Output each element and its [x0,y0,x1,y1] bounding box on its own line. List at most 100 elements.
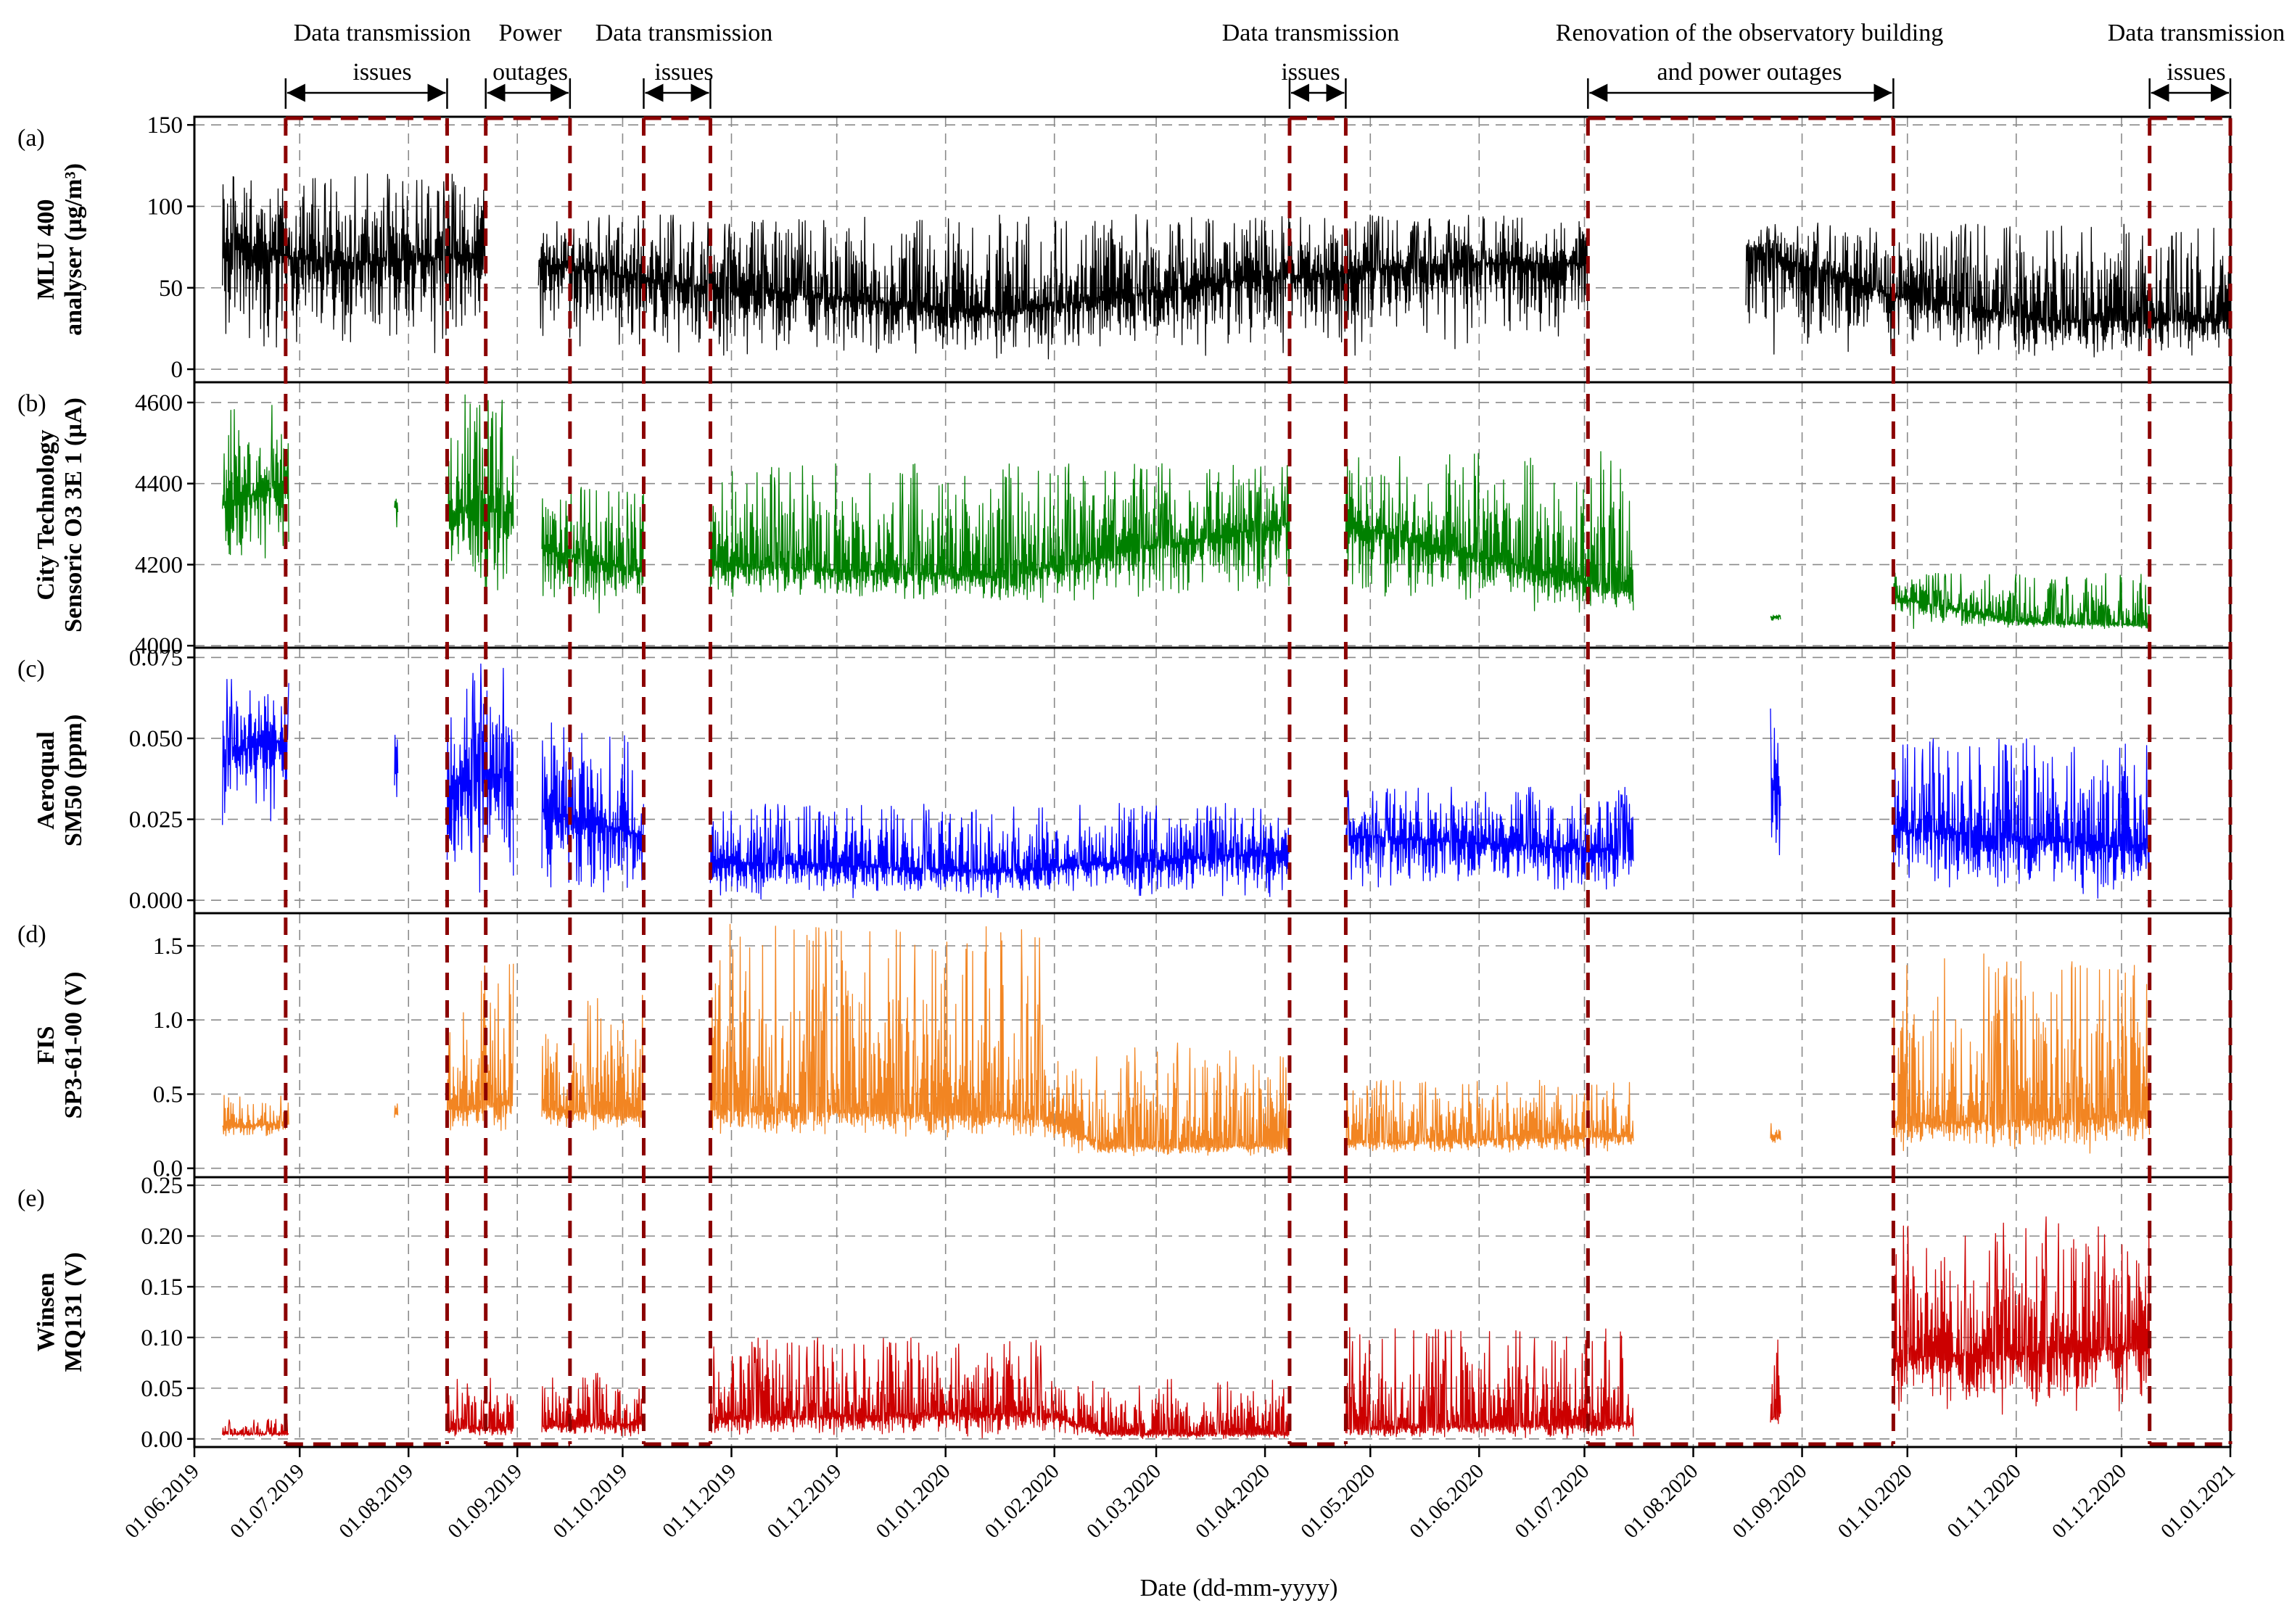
y-tick-label: 0.10 [141,1325,183,1351]
data-line-segment [1770,614,1781,621]
panel-label: (c) [17,656,45,683]
x-tick-label: 01.12.2020 [2048,1459,2131,1543]
x-tick-label: 01.11.2019 [658,1459,741,1542]
y-axis-title-row: FIS [33,1026,59,1065]
data-line-segment [709,802,1290,900]
series-trace-group [222,923,2151,1157]
y-tick-label: 0.0 [153,1156,183,1182]
annotation-text: Data transmission [1222,20,1400,46]
annotation-1: Power outages [485,20,572,109]
y-axis-title-line: MLU 400 [33,199,59,300]
y-axis-title-line: SP3-61-00 (V) [60,971,87,1118]
data-line-segment [541,487,644,614]
annotations-layer: Data transmission issues Power outages Data … [284,20,2285,109]
annotation-text: issues [1281,59,1340,86]
series-trace-group [222,394,2151,630]
x-tick-label: 01.07.2019 [226,1459,309,1543]
annotation-text: Data transmission [2108,20,2285,46]
y-tick-label: 1.0 [153,1007,183,1034]
y-axis-title-line: FIS [33,1026,59,1065]
y-tick-label: 0.20 [141,1224,183,1250]
y-tick-label: 150 [147,112,184,139]
y-tick-label: 0.05 [141,1376,183,1402]
data-line-segment [1892,953,2151,1154]
y-axis-title-line: Aeroqual [33,731,59,829]
x-axis: 01.06.2019 01.07.2019 01.08.2019 01.09.2019… [120,1447,2240,1543]
data-line-segment [394,1103,399,1118]
data-line-segment [1770,1339,1781,1425]
data-line-segment [709,1337,1044,1439]
data-line-segment [1770,708,1781,856]
x-tick-label: 01.01.2021 [2156,1459,2240,1543]
panel-label: (e) [17,1185,45,1212]
x-tick-label: 01.09.2019 [443,1459,527,1543]
panel-4: 0.00 0.05 0.10 0.15 0.20 0.25 (e) Winsen MQ131 (… [17,1173,2232,1453]
x-tick-label: 01.12.2019 [763,1459,846,1543]
data-line-segment [537,214,1588,360]
annotation-text: and power outages [1657,59,1842,86]
x-tick-label: 01.06.2019 [120,1459,204,1543]
x-tick-label: 01.11.2020 [1943,1459,2026,1542]
panel-2: 0.000 0.025 0.050 0.075 (c) Aeroqual SM50 (ppm… [17,645,2232,915]
annotation-0: Data transmission issues [284,20,471,109]
y-tick-label: 4200 [135,552,183,578]
y-tick-label: 0.050 [129,726,183,752]
data-line-segment [1892,738,2151,899]
x-tick-label: 01.09.2020 [1728,1459,1812,1543]
y-tick-label: 4400 [135,471,183,498]
panel-1: 4000 4200 4400 4600 (b) City Technology Sensor… [17,381,2232,659]
panel-label: (d) [17,921,46,948]
y-axis-title-line: MQ131 (V) [60,1252,87,1372]
data-line-segment [1892,572,2151,630]
annotation-text: outages [492,59,568,86]
y-axis-title-row: MLU 400 [33,199,59,300]
y-axis-title-row: SP3-61-00 (V) [60,971,87,1118]
data-line-segment [1345,451,1634,613]
x-tick-label: 01.06.2020 [1405,1459,1488,1543]
x-tick-label: 01.02.2020 [981,1459,1064,1543]
y-axis-title-line: Winsen [33,1272,59,1351]
data-line-segment [222,173,486,353]
data-line-segment [446,1377,514,1437]
y-axis-title-row: Sensoric O3 3E 1 (µA) [60,397,87,632]
y-tick-label: 4600 [135,390,183,416]
data-line-segment [1770,1123,1781,1143]
panel-frame [193,912,2232,1179]
y-tick-label: 100 [147,194,184,220]
y-tick-label: 0.5 [153,1081,183,1108]
annotation-text: issues [654,59,713,86]
annotation-3: Data transmission issues [1222,20,1400,109]
y-axis-title-row: City Technology [33,429,59,600]
data-line-segment [541,994,644,1131]
y-tick-label: 1.5 [153,933,183,960]
x-tick-label: 01.07.2020 [1511,1459,1594,1543]
x-tick-label: 01.01.2020 [872,1459,955,1543]
data-line-segment [222,679,289,825]
data-line-segment [541,1372,644,1437]
data-line-segment [1345,1327,1634,1439]
y-axis-title-line: Sensoric O3 3E 1 (µA) [60,397,87,632]
series-trace-group [222,173,2230,360]
data-line-segment [222,1419,289,1437]
panel-label: (b) [17,390,46,417]
y-tick-label: 50 [159,276,183,302]
y-tick-label: 0.15 [141,1274,183,1301]
y-axis-title-line: City Technology [33,429,59,600]
y-tick-label: 0.025 [129,807,183,833]
annotation-text: Data transmission [294,20,471,46]
data-line-segment [709,923,1044,1138]
annotation-text: Renovation of the observatory building [1556,20,1943,46]
x-tick-label: 01.05.2020 [1296,1459,1380,1543]
y-tick-label: 0.000 [129,888,183,914]
y-axis-title-row: SM50 (ppm) [60,714,87,846]
annotation-text: Power [499,20,563,46]
data-line-segment [541,722,644,893]
y-axis-title-line: SM50 (ppm) [60,714,87,846]
y-axis-title-row: Aeroqual [33,731,59,829]
data-line-segment [394,498,399,528]
data-line-segment [1043,1042,1290,1157]
y-axis-title-row: Winsen [33,1272,59,1351]
y-axis-title-line: analyser (µg/m³) [60,163,87,336]
